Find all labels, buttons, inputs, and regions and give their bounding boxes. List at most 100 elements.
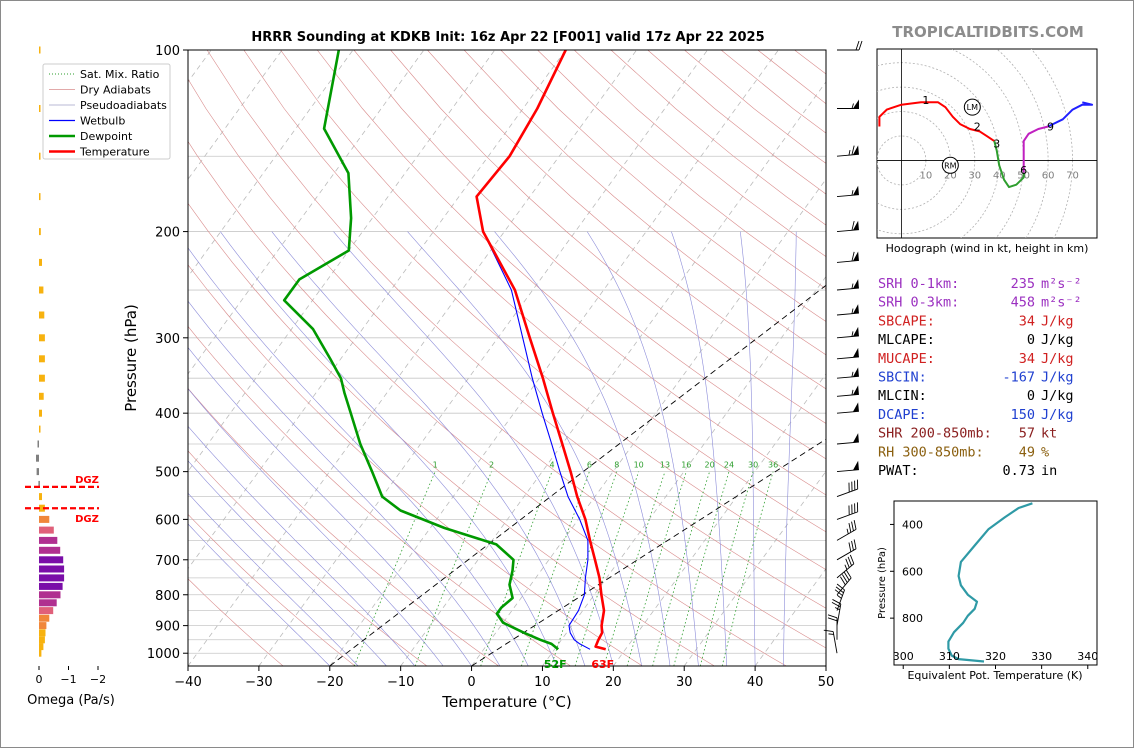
isotherm [258,50,708,666]
wind-barb-full [851,251,855,262]
omega-bar [39,334,45,342]
wind-barb [836,304,859,316]
stat-value: 0 [1027,388,1035,404]
stat-unit: J/kg [1041,351,1074,367]
wind-barb-full [853,520,857,530]
dgz-label: DGZ [75,475,99,486]
omega-panel: DGZ DGZ 0 −1 −2 [25,46,106,686]
hodograph-trace [878,101,995,142]
theta-e-xlabel: Equivalent Pot. Temperature (K) [907,669,1082,682]
wind-barb [837,40,863,51]
wind-barb-staff [836,529,857,541]
x-tick-label: −20 [316,675,343,690]
wind-barb-full [848,482,850,493]
pseudo-adiabat [188,247,529,666]
wind-barb-full [827,614,838,619]
stat-unit: kt [1041,426,1057,442]
wind-barb-staff [836,563,855,579]
legend-label: Sat. Mix. Ratio [80,68,160,81]
stat-unit: m²s⁻² [1041,276,1082,292]
y-tick-label: 300 [155,332,180,347]
wind-barb-flag [852,347,859,358]
wind-barb [836,569,852,596]
pseudo-adiabat [494,231,671,666]
wind-barb-half [851,331,854,337]
y-tick-label: 1000 [147,647,180,662]
stat-unit: J/kg [1041,332,1074,348]
wind-barb-staff [836,153,859,157]
hodograph-frame [876,48,1098,239]
theta-e-x-tick-label: 320 [985,650,1006,663]
stat-unit: in [1041,463,1057,479]
pseudo-adiabat [740,231,756,666]
wind-barb-flag [852,304,859,314]
pseudo-adiabat [188,347,472,666]
pseudo-adiabat [271,231,586,666]
pseudo-adiabat [188,425,416,666]
watermark: TROPICALTIDBITS.COM [892,23,1084,41]
wind-barb-staff [832,631,838,654]
omega-bar [39,649,42,657]
skew-t-profiles [282,50,607,651]
wind-barbs [823,40,863,654]
theta-e-line [947,502,1033,663]
wind-barb-flag [852,251,859,262]
wind-barb-staff [836,260,859,263]
wind-barb [836,251,859,263]
wind-barb-staff [836,603,842,626]
dry-adiabat [188,78,826,649]
theta-e-axes: 300 310 320 330 340 400 600 800 [890,518,1098,669]
wind-barb-full [856,502,859,512]
stat-value: 49 [1019,444,1035,460]
mixing-ratio-label: 2 [489,461,494,470]
omega-bar [39,526,54,534]
stat-label: SHR 200-850mb: [878,426,992,442]
wind-barb [836,367,859,379]
mixing-ratio-label: 4 [549,461,554,470]
y-tick-label: 200 [155,226,180,241]
wind-barb-flag [852,367,859,377]
omega-bar [39,643,44,651]
wind-barb-full [858,40,863,51]
pseudo-adiabat [188,388,444,666]
legend-label: Dewpoint [80,130,133,143]
omega-bar [39,629,46,637]
omega-bar [39,565,65,573]
omega-bar [39,152,41,160]
hodograph-trace [1022,125,1049,173]
wind-barb [837,99,859,109]
wind-barb [836,220,859,233]
stat-label: SRH 0-3km: [878,295,959,311]
mixing-ratio-line [721,471,774,666]
x-tick-label: −40 [174,675,201,690]
dry-adiabat [188,140,787,666]
hodograph-ring-label: 10 [920,170,933,181]
wind-barb [836,460,859,473]
skew-t-grid: 1 2 4 6 8 10 13 16 20 24 30 36 [188,50,826,666]
pseudo-adiabat [188,460,387,666]
mixing-ratio-line [603,471,666,666]
wind-barb-full [834,589,843,596]
pseudo-adiabat [671,231,728,666]
skew-t-xlabel: Temperature (°C) [441,693,571,711]
wind-barb [836,145,859,157]
omega-bar [39,515,50,523]
mixing-ratio-line [574,471,640,666]
dewpoint-profile [282,50,560,651]
theta-e-x-tick-label: 300 [893,650,914,663]
x-tick-label: 0 [467,675,475,690]
wind-barb-full [851,481,853,492]
wind-barb [831,599,842,626]
hodograph-ring-label: 40 [993,170,1006,181]
wind-barb-staff [836,577,852,596]
y-tick-label: 700 [155,554,180,569]
dry-adiabat [188,513,356,666]
dry-adiabat [188,202,715,666]
x-tick-label: 40 [747,675,764,690]
wind-barb-full [848,505,850,515]
wind-barb-full [836,583,845,591]
wind-barb-full [851,540,854,551]
hodograph-height-label: 3 [993,138,1000,151]
theta-e-y-tick-label: 600 [902,565,923,578]
mixing-ratio-label: 24 [724,461,734,470]
